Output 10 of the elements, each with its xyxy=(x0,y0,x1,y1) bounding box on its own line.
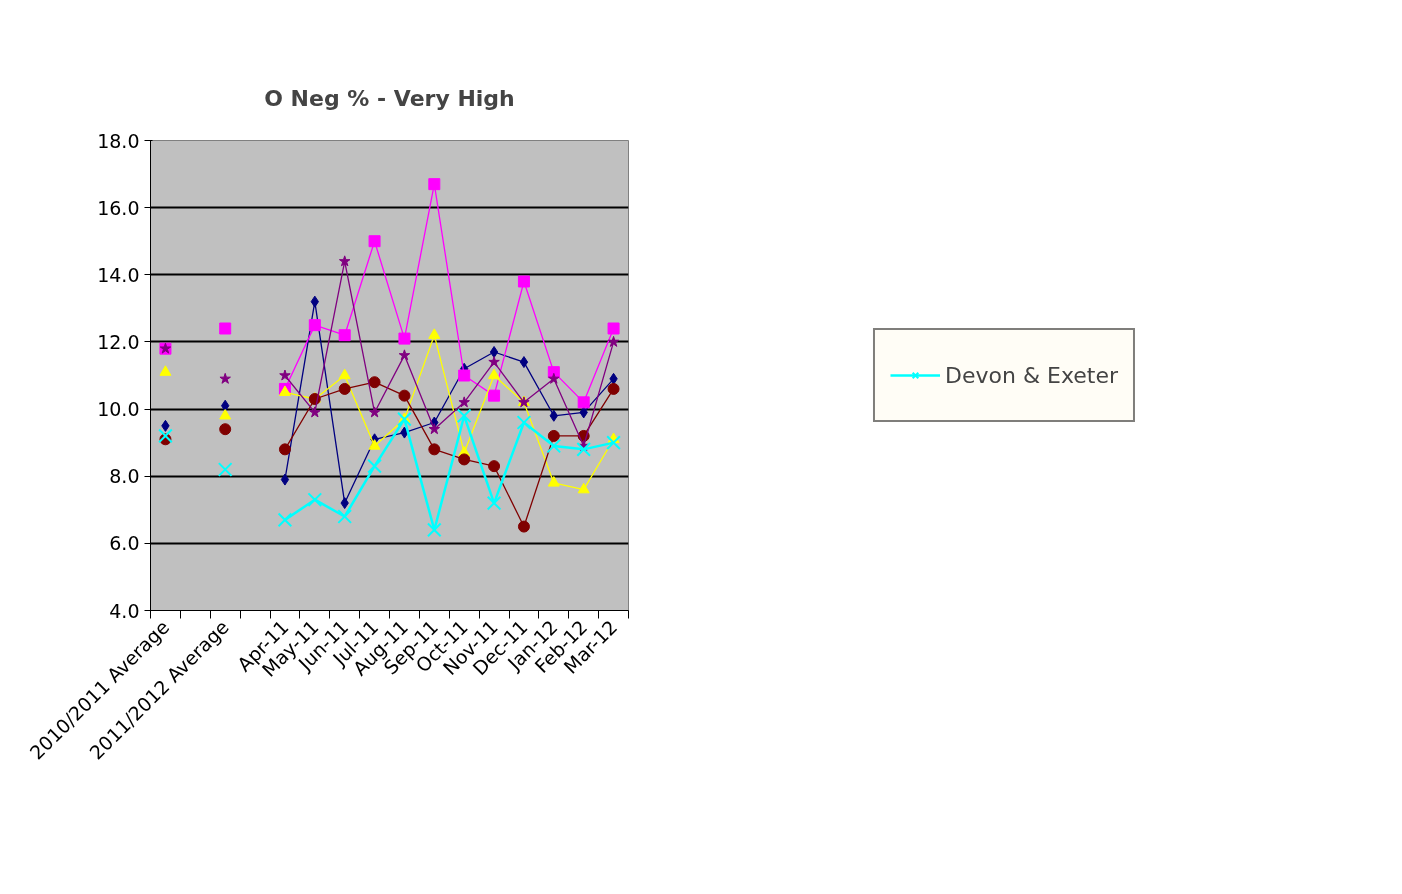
y-tick-label: 16.0 xyxy=(97,196,140,219)
chart-title: O Neg % - Very High xyxy=(264,85,515,111)
y-tick-label: 18.0 xyxy=(97,129,140,152)
legend-label: Devon & Exeter xyxy=(944,361,1119,390)
y-tick-label: 4.0 xyxy=(109,599,140,622)
y-tick-label: 10.0 xyxy=(97,398,140,421)
y-tick-label: 6.0 xyxy=(109,532,140,555)
y-tick-label: 8.0 xyxy=(109,465,140,488)
y-tick-label: 12.0 xyxy=(97,330,140,353)
y-tick-label: 14.0 xyxy=(97,263,140,286)
